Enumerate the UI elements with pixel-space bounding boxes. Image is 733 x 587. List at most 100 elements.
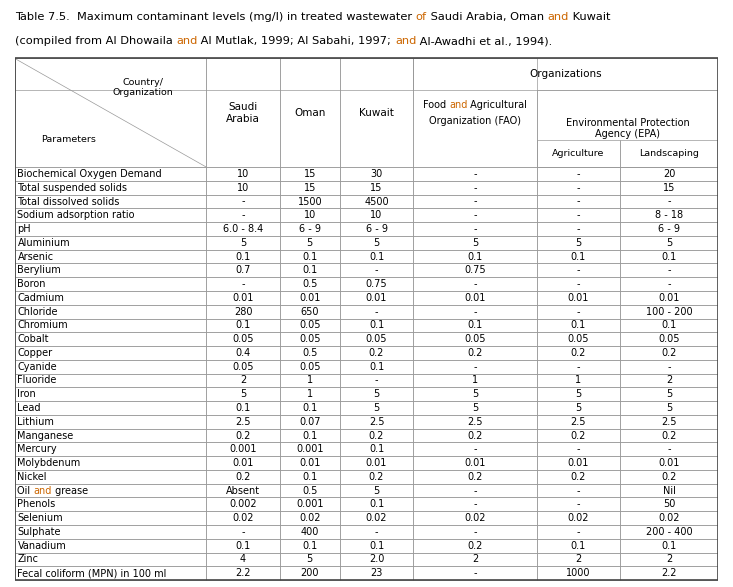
Text: Cadmium: Cadmium	[18, 293, 65, 303]
Text: 1: 1	[306, 389, 313, 399]
Bar	[620, 525, 718, 539]
Bar	[280, 360, 340, 373]
Bar	[620, 429, 718, 443]
Text: and: and	[395, 36, 416, 46]
Bar	[207, 305, 280, 319]
Text: 0.1: 0.1	[302, 265, 317, 275]
Bar	[620, 222, 718, 236]
Bar	[620, 319, 718, 332]
Bar	[207, 277, 280, 291]
Bar	[15, 470, 207, 484]
Text: -: -	[375, 306, 378, 316]
Bar	[620, 415, 718, 429]
Bar	[280, 236, 340, 249]
Text: and: and	[34, 485, 52, 495]
Text: 5: 5	[240, 238, 246, 248]
Bar	[413, 167, 537, 181]
Bar	[340, 360, 413, 373]
Bar	[340, 167, 413, 181]
Bar	[413, 291, 537, 305]
Bar	[207, 373, 280, 387]
Bar	[340, 319, 413, 332]
Bar	[537, 498, 620, 511]
Text: Organization (FAO): Organization (FAO)	[429, 116, 521, 126]
Bar	[537, 208, 620, 222]
Text: Saudi Arabia, Oman: Saudi Arabia, Oman	[427, 12, 548, 22]
Text: grease: grease	[52, 485, 88, 495]
Bar	[207, 319, 280, 332]
Text: Organizations: Organizations	[529, 69, 602, 79]
Text: (compiled from Al Dhowaila: (compiled from Al Dhowaila	[15, 36, 176, 46]
Text: 0.01: 0.01	[567, 293, 589, 303]
Text: 0.2: 0.2	[570, 430, 586, 441]
Bar	[340, 552, 413, 566]
Bar	[413, 511, 537, 525]
Bar	[207, 167, 280, 181]
Bar	[620, 484, 718, 498]
Text: Manganese: Manganese	[18, 430, 74, 441]
Text: 0.2: 0.2	[661, 430, 677, 441]
Text: 0.1: 0.1	[302, 472, 317, 482]
Text: -: -	[577, 183, 580, 193]
Bar	[537, 90, 718, 167]
Text: Lead: Lead	[18, 403, 41, 413]
Text: 5: 5	[373, 485, 380, 495]
Text: 5: 5	[472, 389, 478, 399]
Text: 2.5: 2.5	[369, 417, 384, 427]
Text: 200: 200	[301, 568, 319, 578]
Bar	[15, 456, 207, 470]
Text: Nil: Nil	[663, 485, 676, 495]
Text: 0.01: 0.01	[366, 458, 387, 468]
Text: 30: 30	[370, 169, 383, 179]
Text: 400: 400	[301, 527, 319, 537]
Text: Aluminium: Aluminium	[18, 238, 70, 248]
Text: 0.4: 0.4	[235, 348, 251, 358]
Text: -: -	[241, 279, 245, 289]
Text: 0.2: 0.2	[369, 472, 384, 482]
Text: -: -	[668, 279, 671, 289]
Text: 650: 650	[301, 306, 319, 316]
Text: 0.1: 0.1	[369, 321, 384, 330]
Text: 6 - 9: 6 - 9	[658, 224, 680, 234]
Bar	[15, 319, 207, 332]
Bar	[15, 552, 207, 566]
Text: 0.01: 0.01	[232, 458, 254, 468]
Text: 0.5: 0.5	[302, 279, 317, 289]
Text: Arsenic: Arsenic	[18, 252, 54, 262]
Text: Total suspended solids: Total suspended solids	[18, 183, 128, 193]
Text: 10: 10	[237, 169, 249, 179]
Bar	[15, 443, 207, 456]
Bar	[620, 236, 718, 249]
Text: 15: 15	[303, 183, 316, 193]
Bar	[207, 387, 280, 401]
Bar	[15, 249, 207, 264]
Bar	[340, 511, 413, 525]
Bar	[15, 415, 207, 429]
Text: 0.05: 0.05	[299, 362, 320, 372]
Text: 0.1: 0.1	[661, 541, 677, 551]
Text: -: -	[473, 527, 476, 537]
Bar	[620, 387, 718, 401]
Text: Vanadium: Vanadium	[18, 541, 66, 551]
Text: 0.1: 0.1	[302, 541, 317, 551]
Bar	[413, 264, 537, 277]
Text: 0.01: 0.01	[366, 293, 387, 303]
Text: Food: Food	[423, 100, 449, 110]
Bar	[280, 401, 340, 415]
Bar	[280, 305, 340, 319]
Text: Saudi
Arabia: Saudi Arabia	[226, 102, 260, 124]
Text: Absent: Absent	[226, 485, 260, 495]
Text: 50: 50	[663, 500, 675, 510]
Bar	[537, 429, 620, 443]
Text: 0.1: 0.1	[571, 321, 586, 330]
Bar	[413, 195, 537, 208]
Bar	[15, 525, 207, 539]
Bar	[340, 58, 413, 167]
Text: Kuwait: Kuwait	[359, 108, 394, 118]
Bar	[537, 566, 620, 580]
Text: 0.1: 0.1	[369, 444, 384, 454]
Text: 0.1: 0.1	[369, 252, 384, 262]
Bar	[413, 222, 537, 236]
Bar	[207, 484, 280, 498]
Bar	[413, 346, 537, 360]
